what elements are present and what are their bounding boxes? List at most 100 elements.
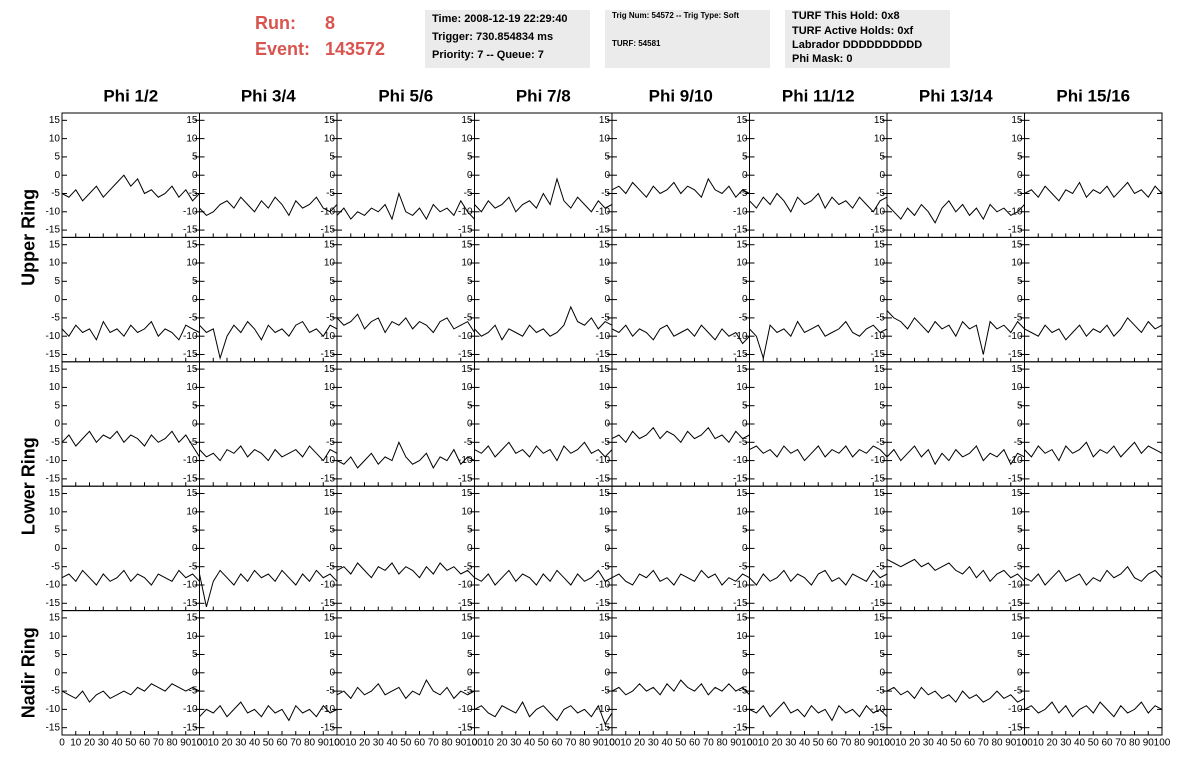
column-title: Phi 3/4	[241, 86, 296, 105]
x-tick-label: 0	[334, 738, 340, 749]
x-tick-label: 20	[909, 738, 921, 749]
y-tick-label: -5	[189, 686, 198, 697]
y-tick-label: -5	[601, 188, 610, 199]
x-tick-label: 60	[826, 738, 838, 749]
y-tick-label: 10	[49, 258, 61, 269]
x-tick-label: 0	[609, 738, 615, 749]
panel-frame	[611, 485, 750, 612]
y-tick-label: 15	[1011, 488, 1023, 499]
y-tick-label: -10	[733, 206, 748, 217]
y-tick-label: -15	[596, 598, 611, 609]
y-tick-label: -5	[326, 686, 335, 697]
y-tick-label: -5	[464, 686, 473, 697]
x-tick-label: 0	[747, 738, 753, 749]
y-tick-label: 10	[874, 258, 886, 269]
y-tick-label: -10	[46, 580, 61, 591]
waveform	[1024, 181, 1163, 202]
x-tick-label: 90	[455, 738, 467, 749]
x-tick-label: 100	[604, 738, 621, 749]
y-tick-label: 10	[874, 382, 886, 393]
y-tick-label: -10	[871, 206, 886, 217]
y-tick-label: 5	[329, 152, 335, 163]
x-tick-label: 100	[466, 738, 483, 749]
y-tick-label: 15	[186, 239, 198, 250]
y-tick-label: 5	[879, 276, 885, 287]
x-tick-label: 100	[329, 738, 346, 749]
y-tick-label: 0	[192, 543, 198, 554]
y-tick-label: -15	[733, 598, 748, 609]
y-tick-label: 5	[1017, 649, 1023, 660]
column-title: Phi 7/8	[516, 86, 571, 105]
y-tick-label: 15	[324, 239, 336, 250]
y-tick-label: -10	[596, 206, 611, 217]
waveform	[474, 701, 613, 726]
y-tick-label: 5	[192, 400, 198, 411]
column-title: Phi 1/2	[103, 86, 158, 105]
y-tick-label: 0	[192, 667, 198, 678]
y-tick-label: 0	[329, 543, 335, 554]
waveform	[611, 569, 750, 586]
x-tick-label: 70	[840, 738, 852, 749]
y-tick-label: -15	[1008, 722, 1023, 733]
y-tick-label: -15	[183, 722, 198, 733]
panel-frame	[61, 361, 200, 487]
column-title: Phi 15/16	[1056, 86, 1130, 105]
y-tick-label: 0	[1017, 170, 1023, 181]
y-tick-label: 15	[324, 364, 336, 375]
x-tick-label: 100	[1154, 738, 1171, 749]
y-tick-label: 0	[192, 419, 198, 430]
panel-frame	[749, 361, 888, 487]
y-tick-label: 5	[1017, 400, 1023, 411]
y-tick-label: -5	[1014, 686, 1023, 697]
y-tick-label: 15	[461, 364, 473, 375]
y-tick-label: 15	[874, 115, 886, 126]
y-tick-label: 0	[192, 170, 198, 181]
y-tick-label: -10	[46, 455, 61, 466]
y-tick-label: 0	[1017, 419, 1023, 430]
column-title: Phi 13/14	[919, 86, 993, 105]
waveform	[749, 192, 888, 213]
x-tick-label: 20	[634, 738, 646, 749]
y-tick-label: 5	[604, 400, 610, 411]
x-tick-label: 0	[197, 738, 203, 749]
waveform	[474, 305, 613, 341]
y-tick-label: -5	[464, 188, 473, 199]
y-tick-label: 5	[329, 525, 335, 536]
panel-frame	[1024, 236, 1163, 363]
y-tick-label: -10	[871, 580, 886, 591]
waveform	[749, 320, 888, 361]
x-tick-label: 30	[373, 738, 385, 749]
y-tick-label: 10	[186, 382, 198, 393]
panel-frame	[474, 361, 613, 487]
waveform	[61, 430, 200, 458]
waveform	[61, 569, 200, 586]
waveform	[886, 310, 1025, 355]
x-tick-label: 60	[689, 738, 701, 749]
y-tick-label: 0	[329, 170, 335, 181]
y-tick-label: 5	[1017, 525, 1023, 536]
waveform	[336, 679, 475, 700]
y-tick-label: 10	[186, 258, 198, 269]
x-tick-label: 90	[180, 738, 192, 749]
y-tick-label: -15	[458, 349, 473, 360]
y-tick-label: 5	[54, 152, 60, 163]
x-tick-label: 50	[538, 738, 550, 749]
y-tick-label: 0	[879, 419, 885, 430]
y-tick-label: -5	[51, 313, 60, 324]
y-tick-label: -10	[183, 455, 198, 466]
y-tick-label: 0	[879, 170, 885, 181]
panel-frame	[749, 485, 888, 612]
y-tick-label: 15	[874, 613, 886, 624]
y-tick-label: -15	[733, 349, 748, 360]
y-tick-label: 10	[599, 506, 611, 517]
y-tick-label: -15	[321, 474, 336, 485]
y-tick-label: -15	[458, 722, 473, 733]
waveform	[886, 445, 1025, 466]
y-tick-label: -10	[596, 704, 611, 715]
y-tick-label: -15	[321, 349, 336, 360]
y-tick-label: -10	[596, 580, 611, 591]
x-tick-label: 10	[758, 738, 770, 749]
y-tick-label: -15	[596, 474, 611, 485]
y-tick-label: 5	[192, 276, 198, 287]
waveform	[886, 686, 1025, 703]
